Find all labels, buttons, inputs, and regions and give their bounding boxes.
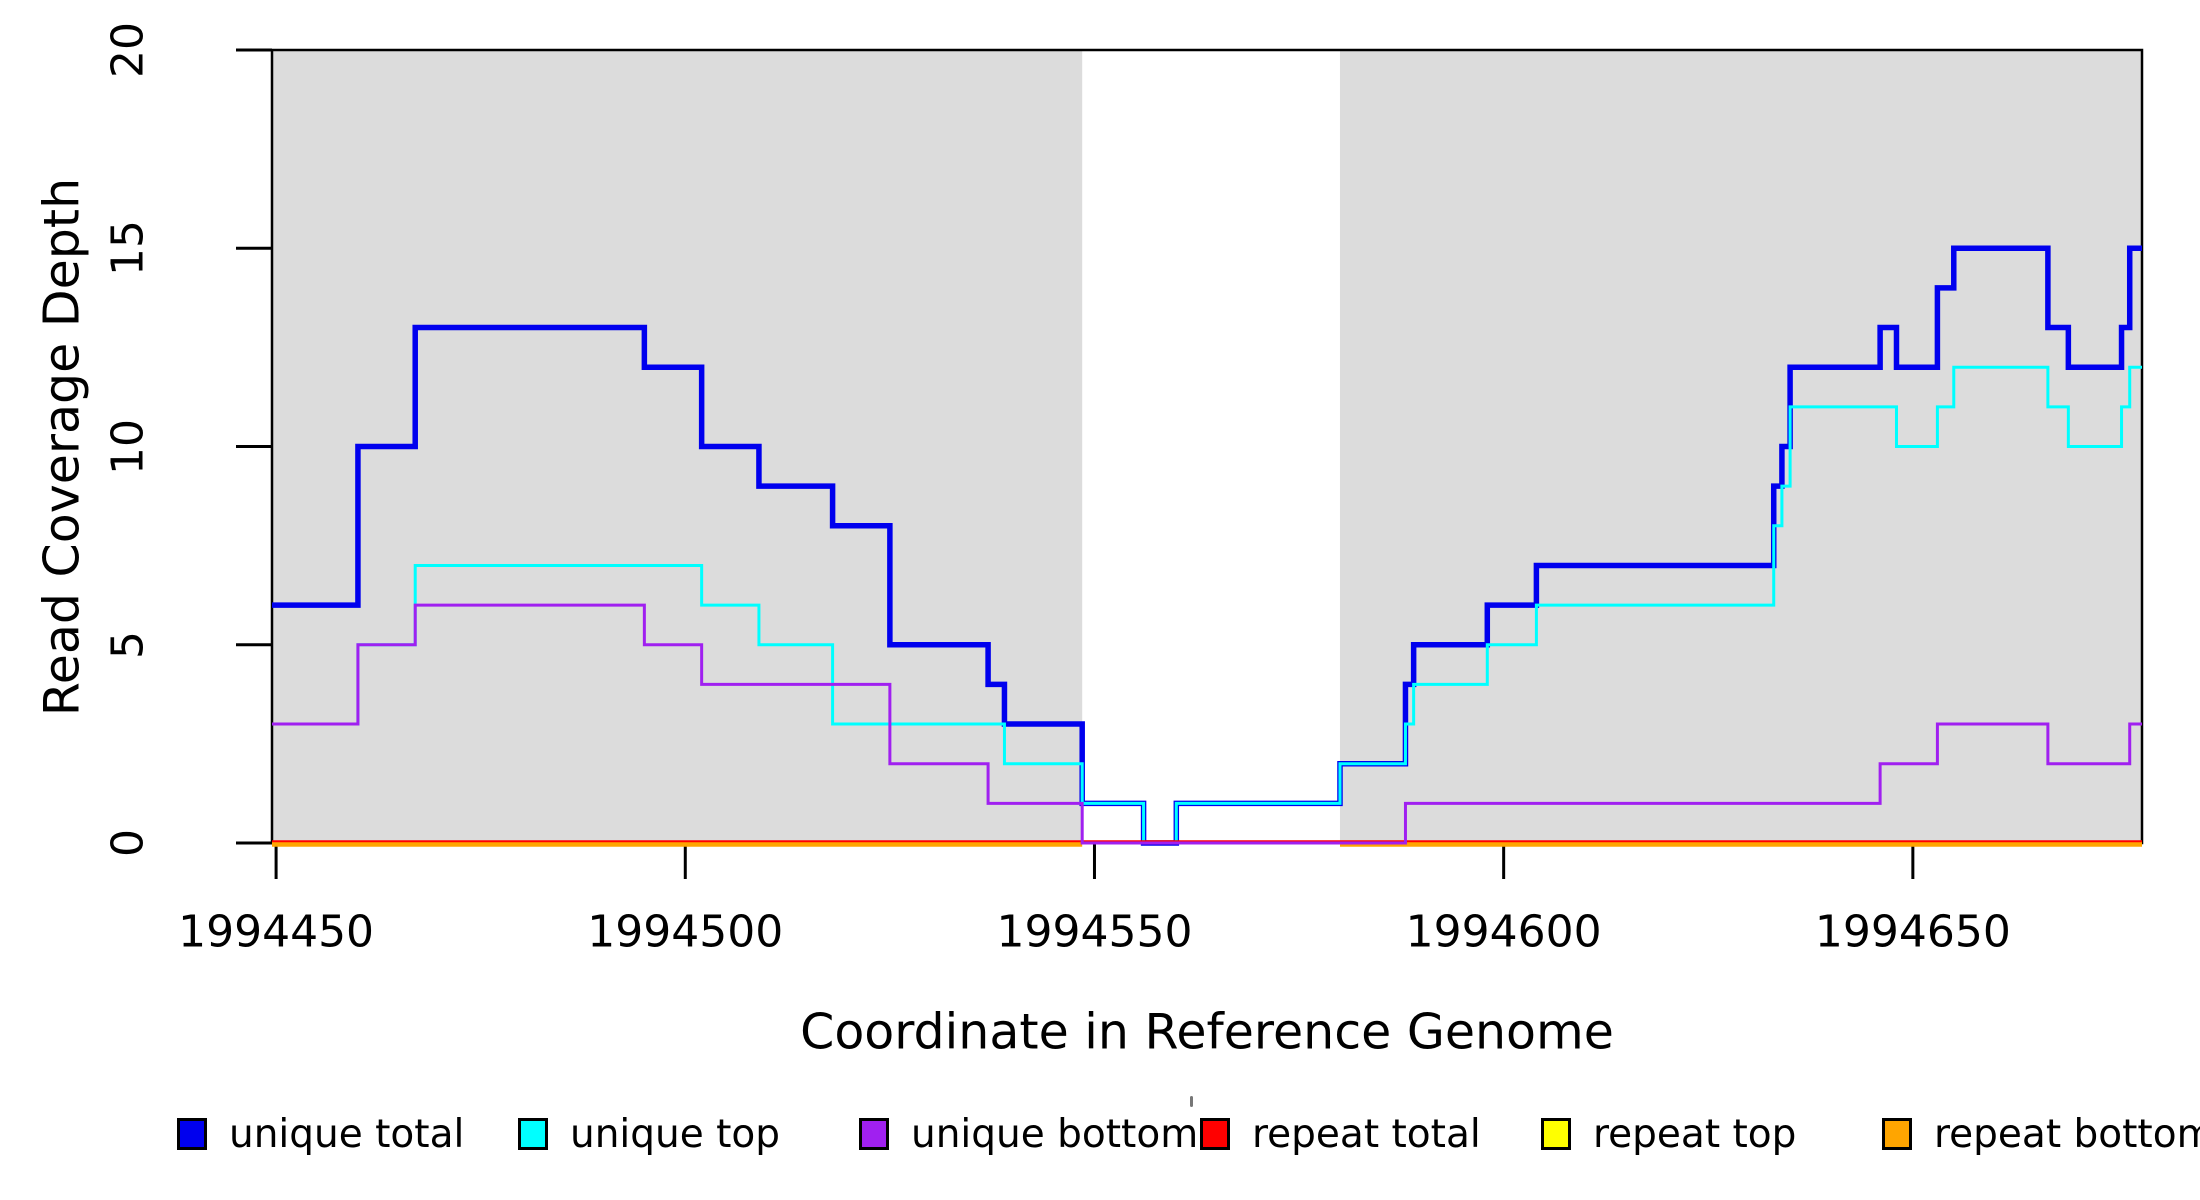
legend-item-repeat-top: repeat top <box>1541 1111 1797 1157</box>
legend-label: repeat top <box>1593 1111 1797 1157</box>
y-tick-label-1: 5 <box>102 630 154 659</box>
shaded-region-1 <box>1339 50 2142 843</box>
y-tick-label-0: 0 <box>102 829 154 857</box>
legend-label: unique bottom <box>911 1111 1199 1157</box>
legend-item-unique-total: unique total <box>177 1111 465 1157</box>
legend-swatch-unique-total <box>177 1118 207 1150</box>
series-unique-total <box>272 245 2142 846</box>
legend-label: unique top <box>570 1111 781 1157</box>
legend-swatch-repeat-total <box>1200 1118 1230 1150</box>
legend-swatch-repeat-top <box>1541 1118 1571 1150</box>
y-tick-label-3: 15 <box>102 220 154 277</box>
series-unique-top <box>272 365 2142 845</box>
x-tick-label-4: 1994650 <box>1814 906 2011 958</box>
series-unique-bottom <box>272 603 2142 845</box>
axis-ticks <box>236 48 1915 879</box>
legend-label: repeat total <box>1252 1111 1481 1157</box>
x-axis-title: Coordinate in Reference Genome <box>800 1003 1614 1061</box>
legend-swatch-repeat-bottom <box>1882 1118 1912 1150</box>
y-axis-title: Read Coverage Depth <box>33 177 91 717</box>
y-tick-label-2: 10 <box>102 418 154 475</box>
x-tick-label-3: 1994600 <box>1405 906 1602 958</box>
legend-item-unique-bottom: unique bottom <box>859 1111 1199 1157</box>
x-tick-label-2: 1994550 <box>996 906 1193 958</box>
legend-swatch-unique-bottom <box>859 1118 889 1150</box>
legend-item-repeat-bottom: repeat bottom <box>1882 1111 2200 1157</box>
x-tick-label-1: 1994500 <box>587 906 784 958</box>
y-tick-label-4: 20 <box>102 22 154 78</box>
legend-item-unique-top: unique top <box>518 1111 781 1157</box>
legend-label: repeat bottom <box>1934 1111 2200 1157</box>
x-tick-label-0: 1994450 <box>178 906 375 958</box>
legend-item-repeat-total: repeat total <box>1200 1111 1481 1157</box>
legend-label: unique total <box>229 1111 465 1157</box>
stray-mark <box>1190 1096 1193 1107</box>
legend-swatch-unique-top <box>518 1118 548 1150</box>
